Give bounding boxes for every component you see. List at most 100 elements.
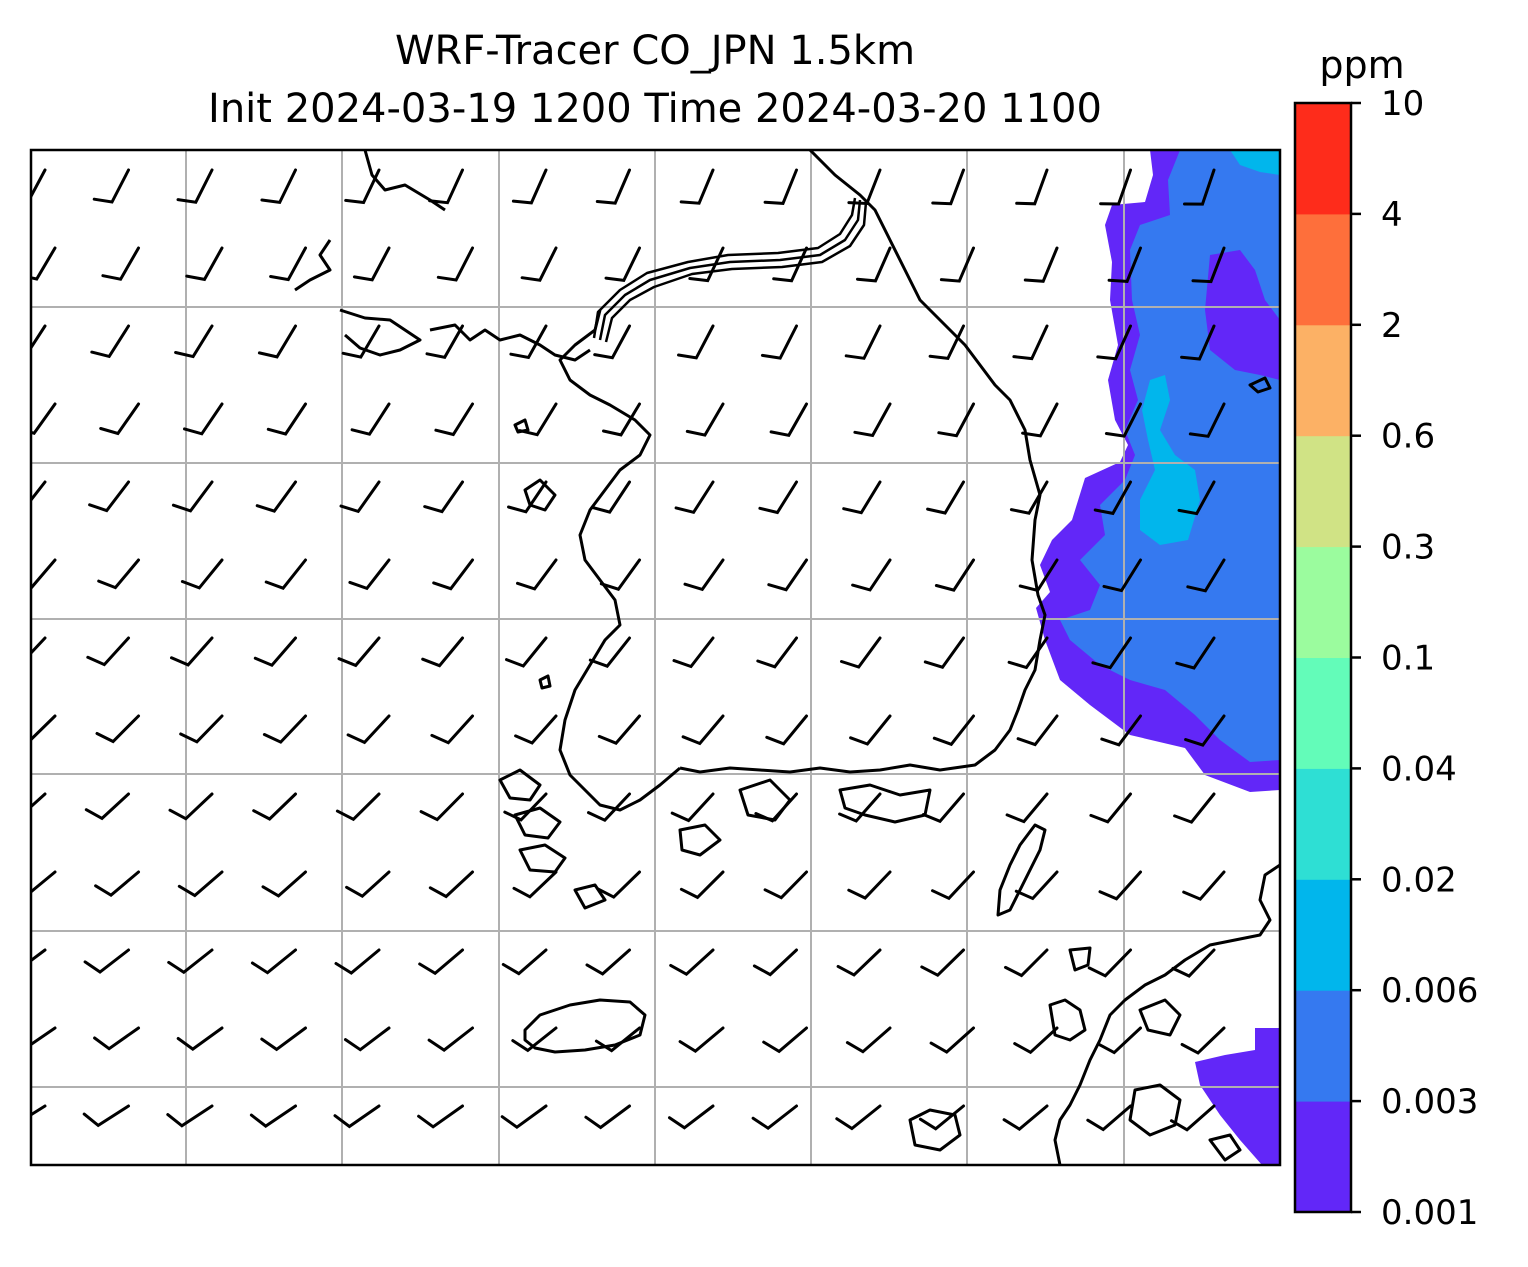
wind-barb bbox=[260, 168, 297, 205]
wind-barb bbox=[101, 246, 140, 281]
wind-barb bbox=[1096, 1026, 1142, 1055]
wind-barb bbox=[511, 168, 548, 205]
colorbar-tick-label: 0.003 bbox=[1381, 1082, 1478, 1122]
wind-barb bbox=[31, 324, 47, 351]
wind-barb bbox=[419, 792, 464, 822]
wind-barb bbox=[590, 480, 631, 514]
wind-barb bbox=[31, 246, 57, 281]
wind-barb bbox=[1180, 324, 1216, 361]
wind-barb bbox=[253, 636, 297, 668]
wind-barb bbox=[90, 324, 130, 359]
wind-barb bbox=[688, 246, 725, 283]
wind-barb bbox=[1188, 402, 1226, 438]
wind-barb bbox=[94, 870, 140, 898]
wind-barb bbox=[918, 1104, 965, 1131]
wind-barb bbox=[350, 402, 391, 436]
wind-barb bbox=[679, 870, 725, 900]
wind-barb bbox=[255, 480, 297, 513]
wind-barb bbox=[509, 324, 548, 360]
colorbar-segment bbox=[1295, 879, 1351, 991]
colorbar-segment bbox=[1295, 546, 1351, 658]
wind-barb bbox=[352, 246, 391, 282]
colorbar-tick-label: 0.02 bbox=[1381, 860, 1457, 900]
wind-barb bbox=[754, 792, 798, 823]
wind-barb bbox=[939, 246, 975, 283]
wind-barb bbox=[503, 792, 548, 822]
wind-barb bbox=[1016, 714, 1059, 747]
wind-barb bbox=[1013, 1026, 1059, 1055]
wind-barb bbox=[264, 558, 307, 590]
wind-barb bbox=[926, 480, 965, 515]
wind-barb bbox=[1098, 870, 1142, 901]
colorbar-segment bbox=[1295, 768, 1351, 880]
wind-barb bbox=[844, 324, 882, 360]
wind-barb bbox=[669, 948, 715, 977]
wind-barb bbox=[31, 636, 47, 656]
wind-barb bbox=[1175, 636, 1216, 670]
wind-barb bbox=[1186, 558, 1226, 593]
wind-barb bbox=[1180, 1026, 1226, 1055]
wind-barb bbox=[847, 168, 882, 206]
concentration-contour-mid-patch bbox=[1140, 375, 1200, 545]
wind-barb bbox=[931, 168, 965, 206]
colorbar-segment bbox=[1295, 1101, 1351, 1213]
wind-barb bbox=[769, 402, 808, 437]
wind-barb bbox=[594, 1026, 641, 1053]
wind-barb bbox=[269, 246, 307, 282]
wind-barb bbox=[179, 714, 224, 744]
wind-barb bbox=[588, 636, 631, 668]
wind-barb bbox=[428, 168, 464, 205]
wind-barb bbox=[763, 870, 808, 900]
wind-barb bbox=[1012, 324, 1049, 361]
wind-barb bbox=[31, 792, 47, 809]
colorbar-segment bbox=[1295, 435, 1351, 548]
map-gridlines bbox=[31, 150, 1280, 1165]
wind-barb bbox=[685, 402, 725, 437]
wind-barb bbox=[170, 636, 214, 667]
wind-barb bbox=[756, 636, 798, 669]
wind-barb bbox=[937, 402, 975, 438]
wind-barb bbox=[417, 1104, 464, 1129]
wind-barb bbox=[760, 324, 798, 360]
colorbar-tick-label: 0.1 bbox=[1381, 639, 1435, 679]
wind-barb bbox=[82, 1104, 130, 1128]
wind-barb bbox=[1004, 948, 1049, 978]
wind-barb bbox=[176, 1026, 224, 1051]
wind-barb bbox=[427, 1026, 474, 1052]
jeju-island bbox=[523, 998, 647, 1054]
wind-barb bbox=[838, 792, 882, 823]
wind-barb bbox=[767, 558, 808, 592]
wind-barb bbox=[266, 402, 307, 436]
wind-barb bbox=[674, 480, 715, 515]
wind-barb bbox=[31, 168, 47, 200]
wind-barb bbox=[599, 558, 641, 591]
colorbar: 0.001 0.003 0.006 0.02 0.04 0.1 0.3 0.6 2 4 10 bbox=[1293, 84, 1478, 1233]
wind-barb bbox=[171, 480, 214, 513]
wind-barb bbox=[1184, 714, 1226, 747]
wind-barb bbox=[1173, 792, 1216, 824]
wind-barb bbox=[174, 324, 214, 359]
colorbar-segment bbox=[1295, 213, 1351, 326]
wind-barb bbox=[344, 168, 381, 205]
wind-barb bbox=[185, 246, 224, 282]
wind-barb bbox=[341, 324, 381, 359]
wind-barb bbox=[678, 1026, 725, 1053]
wind-barb bbox=[31, 948, 47, 963]
wind-barb bbox=[1102, 558, 1142, 593]
colorbar-segment bbox=[1295, 103, 1351, 215]
wind-barbs bbox=[31, 168, 1226, 1132]
tsushima-island bbox=[996, 823, 1047, 917]
wind-barb bbox=[1007, 636, 1049, 670]
wind-barb bbox=[516, 558, 558, 591]
wind-barb bbox=[514, 714, 558, 745]
wind-barb bbox=[934, 558, 975, 592]
wind-barb bbox=[847, 870, 892, 900]
wind-barb bbox=[1014, 870, 1059, 901]
wind-barb bbox=[1099, 168, 1132, 206]
wind-barb bbox=[84, 792, 130, 821]
colorbar-tick-label: 2 bbox=[1381, 306, 1403, 346]
wind-barb bbox=[418, 948, 464, 976]
wind-barb bbox=[249, 1104, 297, 1128]
wind-barb bbox=[252, 792, 297, 821]
